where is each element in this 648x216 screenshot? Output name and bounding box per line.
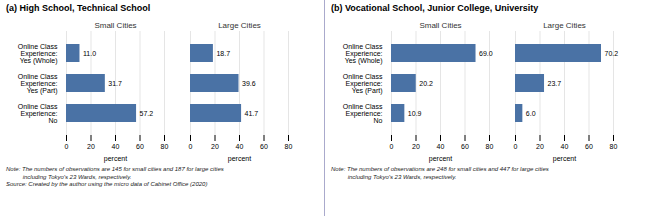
svg-text:0: 0 xyxy=(189,143,193,150)
svg-text:percent: percent xyxy=(429,155,452,163)
svg-text:60: 60 xyxy=(260,143,268,150)
svg-text:Online ClassExperience:No: Online ClassExperience:No xyxy=(18,103,58,124)
html-text:Source: Created by the author: Source: Created by the author using the … xyxy=(6,181,208,187)
svg-text:Small Cities: Small Cities xyxy=(94,21,136,30)
svg-text:69.0: 69.0 xyxy=(479,50,493,57)
svg-text:80: 80 xyxy=(285,143,293,150)
svg-text:39.6: 39.6 xyxy=(242,80,256,87)
svg-text:20: 20 xyxy=(412,143,420,150)
svg-text:Online ClassExperience:Yes (Wh: Online ClassExperience:Yes (Whole) xyxy=(343,43,383,65)
html-text:Note: The numbers of observati: Note: The numbers of observations are 14… xyxy=(6,166,224,180)
svg-text:Small Cities: Small Cities xyxy=(419,21,461,30)
svg-text:Large Cities: Large Cities xyxy=(543,21,586,30)
svg-text:80: 80 xyxy=(610,143,618,150)
svg-text:20: 20 xyxy=(87,143,95,150)
svg-text:20: 20 xyxy=(536,143,544,150)
html-text:(a) High School, Technical Sch: (a) High School, Technical School xyxy=(6,3,151,13)
svg-text:Large Cities: Large Cities xyxy=(218,21,261,30)
svg-text:6.0: 6.0 xyxy=(526,110,536,117)
svg-text:11.0: 11.0 xyxy=(83,50,96,57)
svg-text:60: 60 xyxy=(136,143,144,150)
svg-text:Online ClassExperience:No: Online ClassExperience:No xyxy=(343,103,383,124)
svg-text:Online ClassExperience:Yes (Wh: Online ClassExperience:Yes (Whole) xyxy=(18,43,58,65)
svg-text:0: 0 xyxy=(390,143,394,150)
svg-text:80: 80 xyxy=(161,143,169,150)
svg-text:80: 80 xyxy=(486,143,494,150)
svg-text:57.2: 57.2 xyxy=(140,110,154,117)
svg-text:40: 40 xyxy=(437,143,445,150)
svg-text:percent: percent xyxy=(553,155,576,163)
svg-text:70.2: 70.2 xyxy=(604,50,618,57)
svg-text:40: 40 xyxy=(112,143,120,150)
svg-text:18.7: 18.7 xyxy=(216,50,230,57)
svg-text:40: 40 xyxy=(236,143,244,150)
svg-text:41.7: 41.7 xyxy=(245,110,259,117)
svg-text:0: 0 xyxy=(65,143,69,150)
svg-text:Online ClassExperience:Yes (Pa: Online ClassExperience:Yes (Part) xyxy=(18,73,58,95)
svg-text:31.7: 31.7 xyxy=(108,80,122,87)
svg-text:percent: percent xyxy=(104,155,127,163)
svg-text:60: 60 xyxy=(585,143,593,150)
svg-text:Online ClassExperience:Yes (Pa: Online ClassExperience:Yes (Part) xyxy=(343,73,383,95)
svg-text:0: 0 xyxy=(514,143,518,150)
html-text:(b) Vocational School, Junior: (b) Vocational School, Junior College, U… xyxy=(331,3,539,13)
svg-text:40: 40 xyxy=(561,143,569,150)
svg-text:percent: percent xyxy=(228,155,251,163)
svg-text:60: 60 xyxy=(461,143,469,150)
svg-text:20.2: 20.2 xyxy=(419,80,433,87)
svg-text:10.9: 10.9 xyxy=(408,110,422,117)
svg-text:23.7: 23.7 xyxy=(548,80,562,87)
html-text:Note: The numbers of observati: Note: The numbers of observations are 24… xyxy=(331,166,549,180)
svg-text:20: 20 xyxy=(211,143,219,150)
